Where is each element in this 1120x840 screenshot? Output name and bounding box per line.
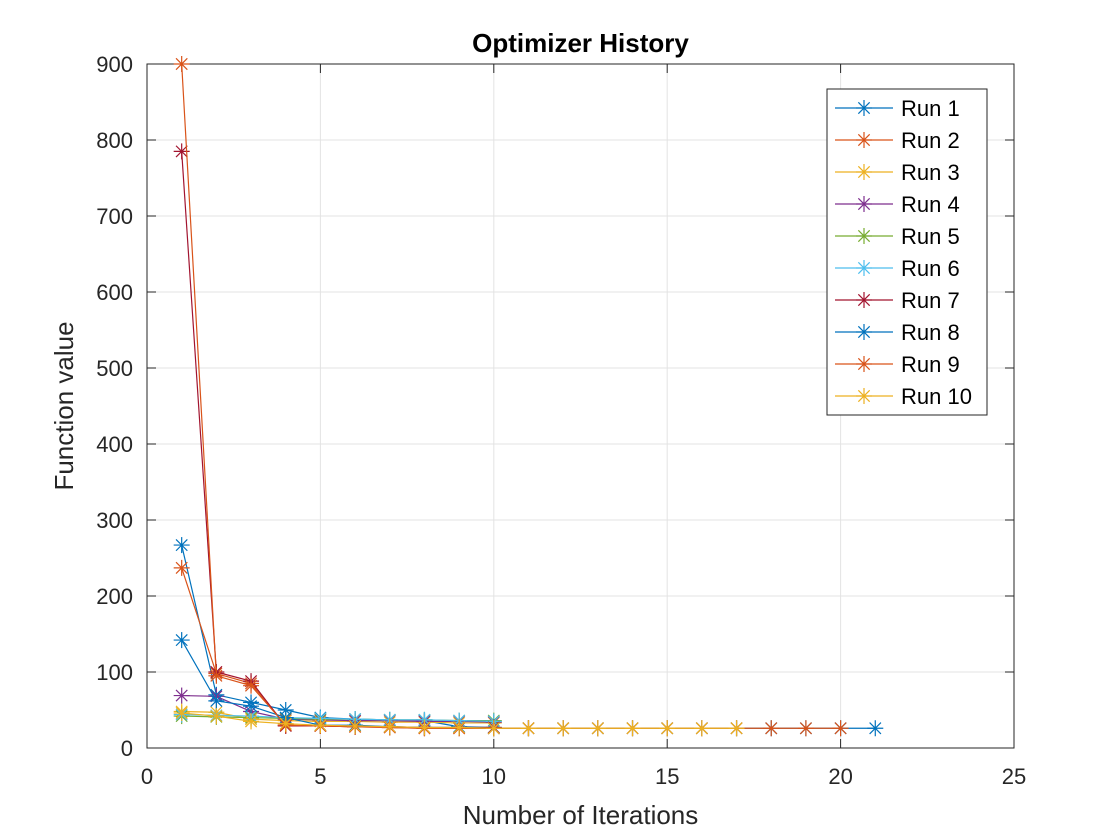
legend-label: Run 1	[901, 96, 960, 121]
data-point	[312, 717, 329, 734]
data-point	[208, 667, 225, 684]
data-point	[856, 228, 872, 244]
data-point	[208, 692, 225, 709]
y-tick-label: 300	[96, 508, 133, 533]
y-tick-label: 900	[96, 52, 133, 77]
data-point	[856, 132, 872, 148]
data-point	[856, 324, 872, 340]
data-point	[856, 292, 872, 308]
y-tick-label: 400	[96, 432, 133, 457]
x-tick-label: 10	[482, 764, 506, 789]
data-point	[693, 720, 710, 737]
axis-ticks: 0 5 10 15 20 25 0 100 200 300 400 500 600 700 800 900	[96, 52, 1026, 789]
legend-label: Run 9	[901, 352, 960, 377]
data-point	[381, 718, 398, 735]
data-point	[277, 715, 294, 732]
data-point	[856, 164, 872, 180]
grid	[146, 63, 1015, 749]
data-point	[856, 356, 872, 372]
y-tick-label: 0	[121, 736, 133, 761]
data-point	[856, 388, 872, 404]
y-tick-label: 100	[96, 660, 133, 685]
data-point	[451, 719, 468, 736]
data-point	[173, 632, 190, 649]
data-point	[416, 719, 433, 736]
data-point	[797, 720, 814, 737]
series-run-10	[173, 705, 745, 737]
legend-label: Run 6	[901, 256, 960, 281]
data-point	[173, 705, 190, 722]
x-tick-label: 20	[828, 764, 852, 789]
y-tick-label: 800	[96, 128, 133, 153]
x-axis-label: Number of Iterations	[463, 800, 699, 830]
chart-title: Optimizer History	[472, 28, 689, 58]
legend-label: Run 5	[901, 224, 960, 249]
legend-item: Run 8	[835, 320, 960, 345]
data-point	[243, 713, 260, 730]
data-point	[856, 196, 872, 212]
legend-item: Run 9	[835, 352, 960, 377]
y-tick-label: 500	[96, 356, 133, 381]
data-point	[243, 677, 260, 694]
data-point	[763, 720, 780, 737]
x-tick-label: 15	[655, 764, 679, 789]
plot-lines	[173, 56, 884, 737]
legend-label: Run 3	[901, 160, 960, 185]
data-point	[173, 537, 190, 554]
data-point	[832, 720, 849, 737]
legend-item: Run 5	[835, 224, 960, 249]
y-tick-label: 600	[96, 280, 133, 305]
data-point	[347, 717, 364, 734]
data-point	[173, 687, 190, 704]
legend: Run 1 Run 2 Run 3 Run 4 Run 5 Run 6 Run 7 Run 8…	[826, 88, 988, 416]
series-line	[181, 713, 494, 722]
legend-item: Run 3	[835, 160, 960, 185]
x-tick-label: 25	[1002, 764, 1026, 789]
data-point	[856, 260, 872, 276]
x-tick-label: 5	[314, 764, 326, 789]
data-point	[208, 708, 225, 725]
data-point	[856, 100, 872, 116]
y-axis-label: Function value	[49, 321, 79, 490]
data-point	[520, 720, 537, 737]
data-point	[555, 720, 572, 737]
data-point	[867, 720, 884, 737]
legend-item: Run 2	[835, 128, 960, 153]
data-point	[624, 720, 641, 737]
legend-label: Run 8	[901, 320, 960, 345]
legend-label: Run 4	[901, 192, 960, 217]
legend-item: Run 6	[835, 256, 960, 281]
legend-label: Run 7	[901, 288, 960, 313]
data-point	[173, 56, 190, 72]
x-tick-label: 0	[141, 764, 153, 789]
legend-label: Run 10	[901, 384, 972, 409]
y-tick-label: 700	[96, 204, 133, 229]
legend-item: Run 10	[835, 384, 972, 409]
data-point	[589, 720, 606, 737]
data-point	[485, 720, 502, 737]
data-point	[659, 720, 676, 737]
legend-item: Run 1	[835, 96, 960, 121]
axes-box	[146, 63, 1015, 749]
legend-box	[826, 88, 988, 416]
data-point	[243, 698, 260, 715]
legend-item: Run 4	[835, 192, 960, 217]
legend-item: Run 7	[835, 288, 960, 313]
data-point	[173, 559, 190, 576]
data-point	[728, 720, 745, 737]
y-tick-label: 200	[96, 584, 133, 609]
legend-label: Run 2	[901, 128, 960, 153]
